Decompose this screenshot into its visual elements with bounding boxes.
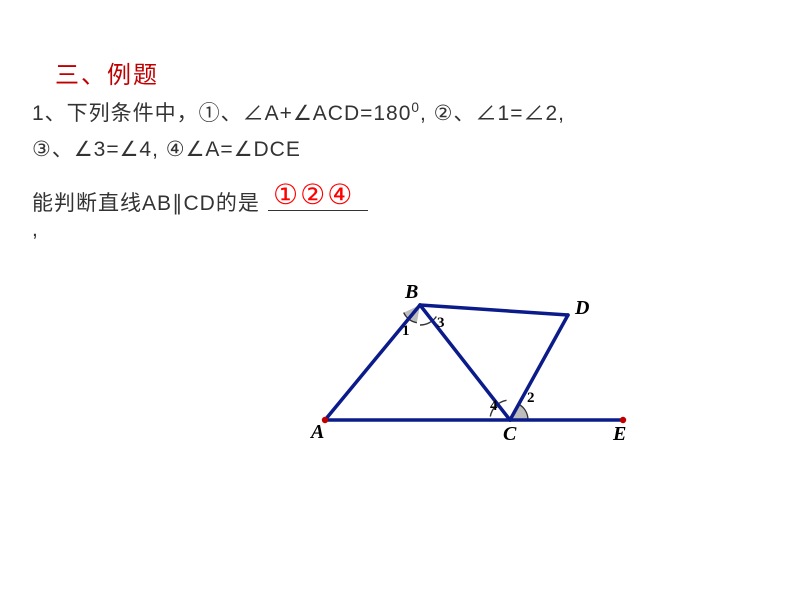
- section-heading: 三、例题: [55, 55, 159, 90]
- superscript: 0: [411, 100, 420, 115]
- text: , ②、∠1=∠2,: [420, 102, 565, 125]
- problem-line-2: ③、∠3=∠4, ④∠A=∠DCE: [32, 134, 301, 166]
- svg-text:D: D: [574, 297, 589, 319]
- problem-line-1: 1、下列条件中，①、∠A+∠ACD=1800, ②、∠1=∠2,: [32, 98, 565, 130]
- answer-text: ①②④: [273, 178, 354, 211]
- text: 1、下列条件中，①、∠A+∠ACD=180: [32, 102, 411, 125]
- svg-text:1: 1: [402, 323, 410, 339]
- svg-text:E: E: [612, 423, 626, 445]
- geometry-diagram: A B C D E 1 3 2 4: [305, 280, 635, 450]
- svg-text:A: A: [309, 421, 324, 443]
- svg-text:3: 3: [437, 315, 445, 331]
- blank-underline: [268, 210, 368, 211]
- svg-text:C: C: [503, 423, 517, 445]
- trailing-comma: ,: [32, 218, 38, 242]
- svg-text:4: 4: [490, 398, 498, 414]
- svg-text:B: B: [404, 281, 418, 303]
- problem-line-3: 能判断直线AB∥CD的是: [32, 188, 260, 220]
- svg-text:2: 2: [527, 390, 535, 406]
